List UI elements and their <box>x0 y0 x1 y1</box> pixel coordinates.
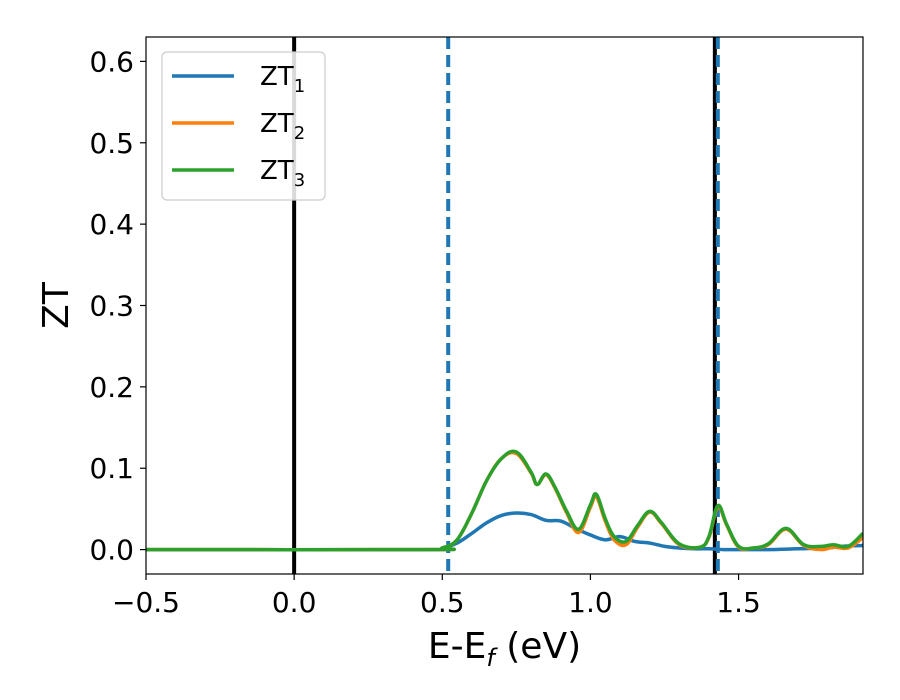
series-line-2 <box>146 450 863 552</box>
y-tick-label: 0.1 <box>89 452 134 485</box>
y-axis-label: ZT <box>36 281 77 329</box>
legend-label-3: ZT3 <box>260 156 305 191</box>
vertical-reference-lines <box>292 37 720 574</box>
x-axis-label-main: E-E <box>428 626 486 667</box>
x-axis-label: E-Ef (eV) <box>428 626 581 672</box>
x-tick-label: 0.0 <box>272 586 317 619</box>
x-tick-label: 1.0 <box>568 586 613 619</box>
x-tick-label: −0.5 <box>112 586 180 619</box>
y-axis-ticks: 0.0 0.1 0.2 0.3 0.4 0.5 0.6 <box>89 45 146 567</box>
legend: ZT1 ZT2 ZT3 <box>161 51 326 201</box>
series-line-1 <box>146 511 863 552</box>
y-tick-label: 0.4 <box>89 208 134 241</box>
series-lines <box>146 449 863 552</box>
y-tick-label: 0.2 <box>89 371 134 404</box>
x-tick-label: 1.5 <box>716 586 761 619</box>
y-tick-label: 0.3 <box>89 290 134 323</box>
y-tick-label: 0.6 <box>89 45 134 78</box>
legend-box <box>161 51 326 201</box>
legend-label-2: ZT2 <box>260 109 305 144</box>
x-axis-ticks: −0.5 0.0 0.5 1.0 1.5 <box>112 574 761 619</box>
y-tick-label: 0.5 <box>89 127 134 160</box>
legend-label-1: ZT1 <box>260 62 305 97</box>
series-line-3 <box>146 449 863 552</box>
x-axis-label-unit: (eV) <box>495 626 581 667</box>
x-tick-label: 0.5 <box>420 586 465 619</box>
y-tick-label: 0.0 <box>89 534 134 567</box>
